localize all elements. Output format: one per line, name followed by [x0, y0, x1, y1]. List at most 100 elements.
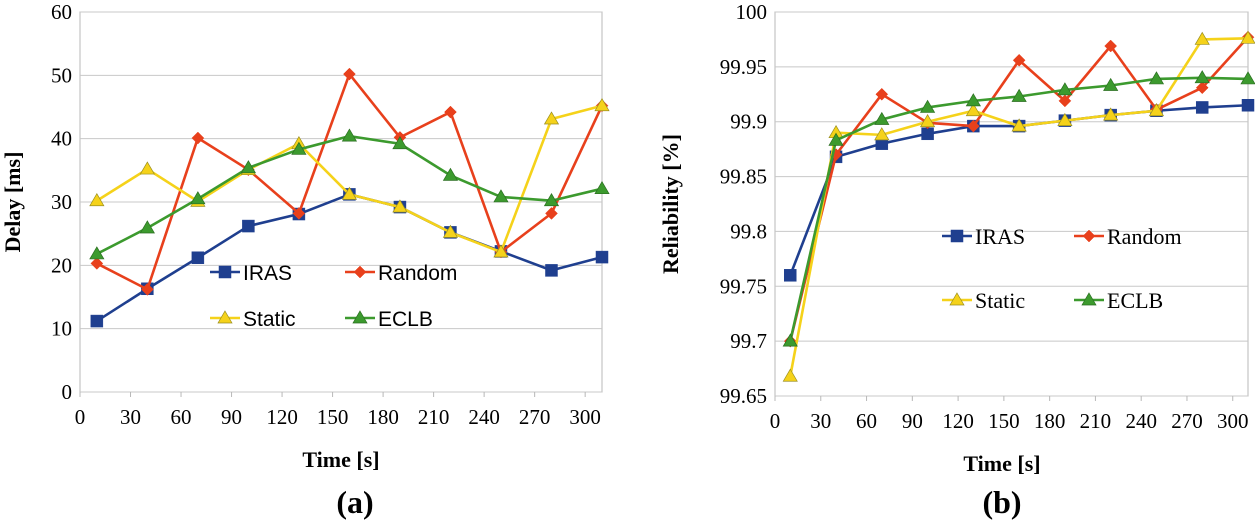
data-point-static: [1057, 112, 1073, 126]
y-tick-label: 40: [51, 127, 72, 151]
data-point-random: [1195, 81, 1209, 95]
data-point-static: [392, 199, 408, 213]
legend-item-eclb: ECLB: [345, 308, 433, 331]
data-point-iras: [242, 219, 255, 233]
x-tick-label: 90: [221, 405, 242, 429]
data-point-random: [191, 131, 205, 145]
series-line-static: [96, 104, 603, 254]
data-point-static: [1240, 30, 1255, 44]
reliability-chart-panel: 99.65 99.7 99.75 99.8 99.85 99.9 99.95 100 0 30 6…: [658, 0, 1255, 520]
data-point-eclb: [782, 333, 798, 347]
data-point-eclb: [291, 141, 307, 155]
x-tick-label: 240: [1125, 409, 1157, 433]
x-tick-label: 90: [902, 409, 923, 433]
series-iras: [90, 188, 609, 328]
delay-chart-y-axis-title: Delay [ms]: [0, 152, 25, 253]
data-point-random: [967, 119, 980, 133]
reliability-chart-y-ticks: 99.65 99.7 99.75 99.8 99.85 99.9 99.95 100: [720, 0, 767, 408]
data-point-static: [1011, 118, 1027, 132]
data-point-random: [343, 67, 356, 81]
data-point-eclb: [965, 93, 981, 107]
data-point-static: [1103, 107, 1119, 121]
legend-swatch-marker: [1081, 292, 1097, 306]
data-point-eclb: [1148, 71, 1165, 85]
delay-chart-grid: [80, 11, 602, 393]
x-tick-label: 120: [942, 409, 974, 433]
data-point-iras: [595, 250, 609, 264]
data-point-random: [1058, 94, 1072, 108]
x-tick-label: 60: [856, 409, 877, 433]
data-point-static: [1194, 31, 1210, 45]
data-point-static: [341, 186, 358, 200]
delay-chart-x-ticks: 0 30 60 90 120 150 180 210 240 270 300: [75, 392, 601, 429]
legend-label: ECLB: [1107, 288, 1163, 313]
legend-label: IRAS: [243, 262, 292, 285]
reliability-chart-panel-label: (b): [982, 484, 1021, 520]
x-tick-label: 60: [171, 405, 192, 429]
data-point-iras: [1241, 99, 1255, 112]
y-tick-label: 20: [51, 253, 72, 277]
legend-swatch-marker: [1082, 229, 1096, 243]
data-point-random: [545, 207, 558, 220]
y-tick-label: 99.75: [720, 274, 767, 298]
y-tick-label: 99.7: [730, 329, 767, 353]
delay-chart-y-ticks: 0 10 20 30 40 50 60: [51, 0, 72, 404]
x-tick-label: 180: [1034, 409, 1066, 433]
y-tick-label: 10: [51, 317, 72, 341]
data-point-eclb: [240, 160, 256, 174]
data-point-eclb: [493, 189, 509, 203]
y-tick-label: 100: [736, 0, 768, 24]
x-tick-label: 150: [988, 409, 1020, 433]
legend-item-random: Random: [1074, 224, 1182, 249]
x-tick-label: 0: [770, 409, 781, 433]
y-tick-label: 99.85: [720, 165, 767, 189]
y-tick-label: 99.9: [730, 110, 767, 134]
data-point-static: [919, 114, 936, 128]
legend-item-static: Static: [942, 288, 1025, 313]
legend-label: Random: [378, 262, 457, 285]
data-point-eclb: [1194, 70, 1210, 84]
y-tick-label: 60: [51, 0, 72, 24]
y-tick-label: 99.65: [720, 384, 767, 408]
legend-label: Static: [243, 308, 296, 331]
data-point-static: [442, 224, 459, 238]
data-point-static: [89, 193, 105, 207]
data-point-eclb: [1240, 71, 1255, 85]
data-point-random: [444, 105, 457, 119]
delay-chart-x-axis-title: Time [s]: [302, 447, 379, 472]
reliability-chart-grid: [775, 11, 1248, 397]
reliability-chart-series: [782, 30, 1255, 382]
data-point-eclb: [1057, 82, 1073, 96]
legend-item-eclb: ECLB: [1074, 288, 1163, 313]
data-point-iras: [784, 269, 797, 282]
data-point-static: [1148, 103, 1165, 117]
y-tick-label: 30: [51, 190, 72, 214]
data-point-random: [1104, 39, 1118, 53]
x-tick-label: 300: [1217, 409, 1249, 433]
data-point-eclb: [190, 191, 206, 205]
y-tick-label: 0: [62, 380, 73, 404]
data-point-eclb: [1011, 88, 1027, 102]
data-point-static: [965, 103, 981, 117]
data-point-random: [141, 283, 154, 296]
data-point-eclb: [874, 111, 890, 125]
data-point-eclb: [392, 136, 408, 150]
legend-swatch-marker: [353, 265, 367, 279]
delay-chart-series: [89, 67, 610, 328]
legend-swatch-marker: [218, 265, 232, 279]
x-tick-label: 300: [569, 405, 601, 429]
x-tick-label: 150: [317, 405, 349, 429]
legend-item-static: Static: [210, 308, 296, 331]
data-point-random: [90, 257, 104, 270]
data-point-iras: [545, 264, 558, 277]
data-point-static: [493, 244, 509, 258]
delay-chart-legend: IRAS Random Static ECLB: [210, 262, 457, 331]
x-tick-label: 270: [519, 405, 551, 429]
reliability-chart-x-ticks: 0 30 60 90 120 150 180 210 240 270 300: [770, 396, 1249, 433]
delay-chart-panel: 0 10 20 30 40 50 60 0 30 60 90 120 150 180 210 240 270 3…: [0, 0, 610, 520]
x-tick-label: 210: [418, 405, 450, 429]
data-point-iras: [921, 127, 934, 141]
reliability-chart-x-axis-title: Time [s]: [963, 451, 1040, 476]
legend-swatch-marker: [217, 310, 233, 324]
x-tick-label: 120: [266, 405, 298, 429]
